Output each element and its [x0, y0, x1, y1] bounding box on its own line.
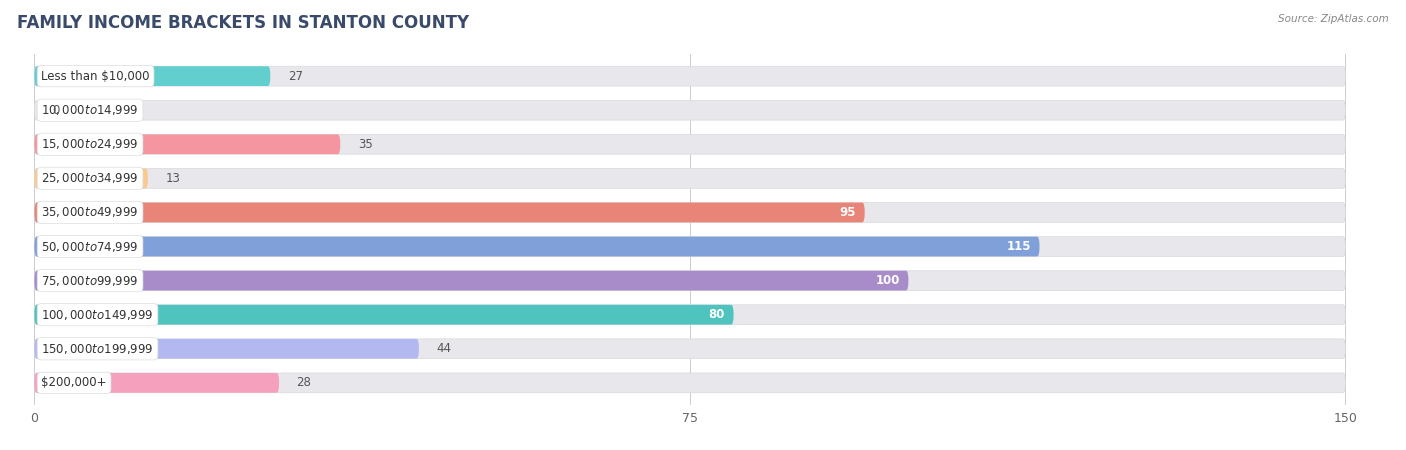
FancyBboxPatch shape — [34, 135, 340, 154]
Text: 0: 0 — [52, 104, 59, 117]
FancyBboxPatch shape — [34, 168, 148, 188]
Text: 28: 28 — [297, 376, 312, 389]
Text: $10,000 to $14,999: $10,000 to $14,999 — [41, 103, 139, 117]
FancyBboxPatch shape — [34, 305, 734, 324]
FancyBboxPatch shape — [34, 373, 278, 393]
Text: 95: 95 — [839, 206, 856, 219]
FancyBboxPatch shape — [34, 202, 1346, 222]
Text: $150,000 to $199,999: $150,000 to $199,999 — [41, 342, 153, 356]
Text: $25,000 to $34,999: $25,000 to $34,999 — [41, 171, 139, 185]
Text: $100,000 to $149,999: $100,000 to $149,999 — [41, 308, 153, 322]
Text: 13: 13 — [166, 172, 180, 185]
Text: $75,000 to $99,999: $75,000 to $99,999 — [41, 274, 139, 288]
FancyBboxPatch shape — [34, 271, 908, 291]
Text: Less than $10,000: Less than $10,000 — [41, 70, 150, 83]
Text: $50,000 to $74,999: $50,000 to $74,999 — [41, 239, 139, 253]
FancyBboxPatch shape — [34, 373, 1346, 393]
FancyBboxPatch shape — [34, 66, 270, 86]
Text: 100: 100 — [876, 274, 900, 287]
FancyBboxPatch shape — [34, 168, 1346, 188]
Text: 115: 115 — [1007, 240, 1031, 253]
FancyBboxPatch shape — [34, 237, 1039, 256]
Text: $15,000 to $24,999: $15,000 to $24,999 — [41, 137, 139, 151]
Text: FAMILY INCOME BRACKETS IN STANTON COUNTY: FAMILY INCOME BRACKETS IN STANTON COUNTY — [17, 14, 470, 32]
FancyBboxPatch shape — [34, 66, 1346, 86]
Text: $200,000+: $200,000+ — [41, 376, 107, 389]
FancyBboxPatch shape — [34, 202, 865, 222]
Text: 44: 44 — [436, 342, 451, 355]
FancyBboxPatch shape — [34, 339, 1346, 359]
Text: 27: 27 — [288, 70, 302, 83]
FancyBboxPatch shape — [34, 305, 1346, 324]
Text: $35,000 to $49,999: $35,000 to $49,999 — [41, 206, 139, 220]
FancyBboxPatch shape — [34, 271, 1346, 291]
Text: Source: ZipAtlas.com: Source: ZipAtlas.com — [1278, 14, 1389, 23]
Text: 35: 35 — [357, 138, 373, 151]
Text: 80: 80 — [709, 308, 725, 321]
FancyBboxPatch shape — [34, 100, 1346, 120]
FancyBboxPatch shape — [34, 339, 419, 359]
FancyBboxPatch shape — [34, 237, 1346, 256]
FancyBboxPatch shape — [34, 135, 1346, 154]
